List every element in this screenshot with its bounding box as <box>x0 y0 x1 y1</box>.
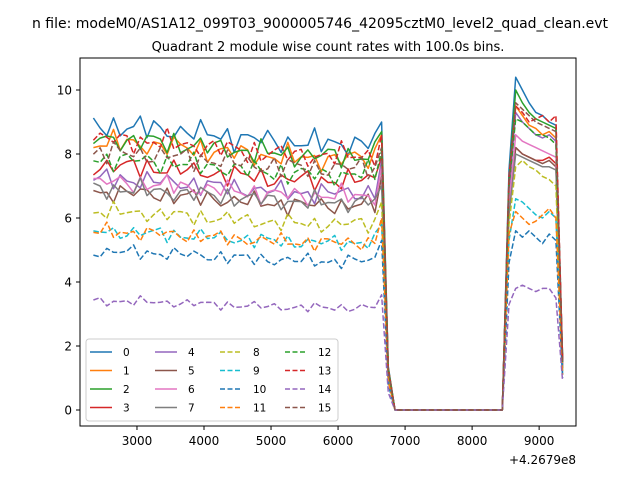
x-tick-label: 9000 <box>524 434 555 448</box>
legend-label-11: 11 <box>253 403 266 415</box>
legend-label-0: 0 <box>123 347 130 359</box>
plot-lines <box>92 76 564 411</box>
x-tick-label: 8000 <box>457 434 488 448</box>
y-tick-label: 10 <box>57 84 72 98</box>
y-tick-label: 6 <box>64 212 72 226</box>
y-tick-label: 8 <box>64 148 72 162</box>
legend-label-14: 14 <box>318 384 332 396</box>
legend-label-6: 6 <box>188 384 195 396</box>
legend-label-4: 4 <box>188 347 195 359</box>
chart-suptitle: n file: modeM0/AS1A12_099T03_9000005746_… <box>32 16 609 32</box>
chart-title: Quadrant 2 module wise count rates with … <box>152 40 505 55</box>
legend-label-3: 3 <box>123 403 130 415</box>
series-line-15 <box>92 102 564 411</box>
y-tick-label: 0 <box>64 404 72 418</box>
plot-frame <box>79 57 577 427</box>
legend-label-1: 1 <box>123 366 130 378</box>
legend-label-5: 5 <box>188 366 195 378</box>
y-axis: 0 2 4 6 8 10 <box>57 84 80 418</box>
x-tick-label: 3000 <box>122 434 153 448</box>
legend-box <box>85 338 339 422</box>
legend-label-2: 2 <box>123 384 130 396</box>
legend-label-12: 12 <box>318 347 331 359</box>
legend-label-10: 10 <box>253 384 266 396</box>
x-tick-label: 6000 <box>323 434 354 448</box>
legend-label-15: 15 <box>318 403 331 415</box>
series-line-11 <box>93 207 564 411</box>
x-axis: 3000 4000 5000 6000 7000 8000 9000 <box>122 426 555 448</box>
legend-label-13: 13 <box>318 366 331 378</box>
y-tick-label: 4 <box>64 276 72 290</box>
x-tick-label: 4000 <box>189 434 220 448</box>
x-tick-label: 7000 <box>390 434 421 448</box>
legend-label-8: 8 <box>253 347 260 359</box>
x-tick-label: 5000 <box>256 434 287 448</box>
legend-label-7: 7 <box>188 403 195 415</box>
y-tick-label: 2 <box>64 340 72 354</box>
legend-label-9: 9 <box>253 366 260 378</box>
x-offset-label: +4.2679e8 <box>509 453 576 467</box>
